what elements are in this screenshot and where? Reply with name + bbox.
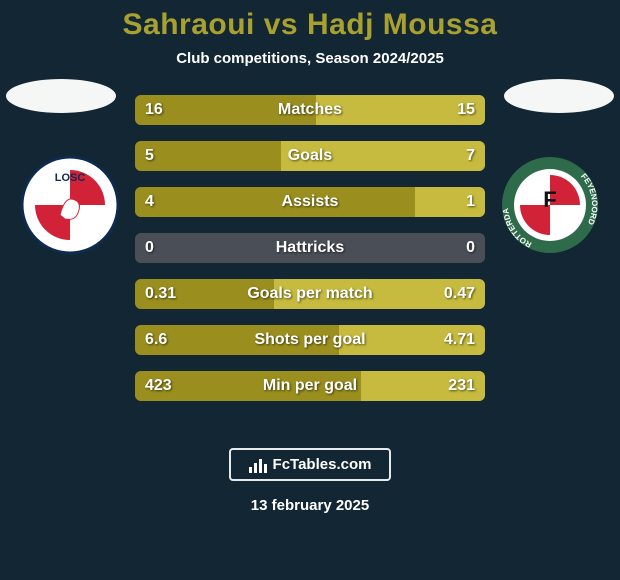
club-badge-left: LOSC xyxy=(20,155,120,255)
feyenoord-crest-icon: F FEYENOORD ROTTERDAM xyxy=(500,155,600,255)
stat-label: Shots per goal xyxy=(135,325,485,355)
date: 13 february 2025 xyxy=(0,497,620,514)
title-vs: vs xyxy=(255,8,307,41)
stat-row: 00Hattricks xyxy=(135,233,485,263)
stat-row: 41Assists xyxy=(135,187,485,217)
comparison-card: Sahraoui vs Hadj Moussa Club competition… xyxy=(0,0,620,580)
title-player-right: Hadj Moussa xyxy=(307,8,498,41)
stat-label: Hattricks xyxy=(135,233,485,263)
stat-row: 57Goals xyxy=(135,141,485,171)
player-left-pill xyxy=(6,79,116,113)
title-player-left: Sahraoui xyxy=(123,8,255,41)
stat-label: Goals per match xyxy=(135,279,485,309)
stat-row: 1615Matches xyxy=(135,95,485,125)
bar-chart-icon xyxy=(249,457,267,473)
club-right-letter: F xyxy=(543,187,556,212)
site-name: FcTables.com xyxy=(273,456,372,473)
stat-bars: 1615Matches 57Goals 41Assists 00Hattricks 0.… xyxy=(135,95,485,417)
stat-row: 0.310.47Goals per match xyxy=(135,279,485,309)
stat-label: Goals xyxy=(135,141,485,171)
footer: FcTables.com 13 february 2025 xyxy=(0,448,620,514)
stat-row: 6.64.71Shots per goal xyxy=(135,325,485,355)
losc-crest-icon: LOSC xyxy=(20,155,120,255)
club-badge-right: F FEYENOORD ROTTERDAM xyxy=(500,155,600,255)
site-badge[interactable]: FcTables.com xyxy=(229,448,392,481)
page-title: Sahraoui vs Hadj Moussa xyxy=(0,8,620,42)
stat-row: 423231Min per goal xyxy=(135,371,485,401)
stat-label: Min per goal xyxy=(135,371,485,401)
player-right-pill xyxy=(504,79,614,113)
club-left-short: LOSC xyxy=(55,172,86,184)
main-area: LOSC F FEYENOORD ROTTERDAM 1615Matches 57… xyxy=(0,95,620,435)
stat-label: Matches xyxy=(135,95,485,125)
subtitle: Club competitions, Season 2024/2025 xyxy=(0,50,620,67)
stat-label: Assists xyxy=(135,187,485,217)
